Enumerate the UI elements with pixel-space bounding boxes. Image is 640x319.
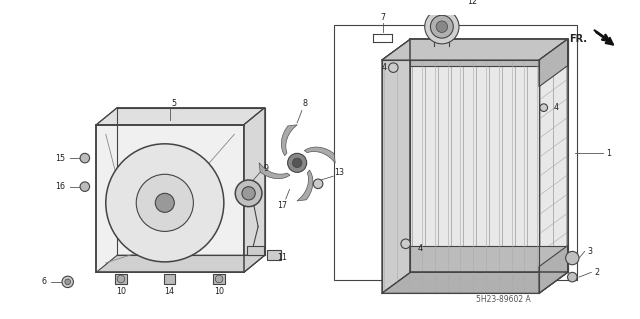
Polygon shape: [539, 39, 568, 87]
Circle shape: [540, 104, 548, 111]
Circle shape: [388, 63, 398, 72]
Text: 4: 4: [381, 63, 387, 72]
Circle shape: [62, 276, 74, 288]
Text: FR.: FR.: [570, 34, 588, 44]
Text: 15: 15: [55, 153, 65, 163]
Circle shape: [436, 21, 447, 33]
Bar: [334, 25, 577, 280]
Polygon shape: [96, 255, 265, 272]
Polygon shape: [282, 125, 297, 156]
Circle shape: [287, 153, 307, 172]
Polygon shape: [382, 39, 410, 293]
Text: 17: 17: [277, 201, 287, 210]
Text: 12: 12: [467, 0, 477, 6]
Polygon shape: [382, 272, 568, 293]
Circle shape: [314, 179, 323, 189]
Circle shape: [431, 15, 453, 38]
Polygon shape: [410, 246, 568, 272]
Text: 11: 11: [277, 253, 287, 262]
Circle shape: [292, 158, 302, 167]
Polygon shape: [297, 170, 313, 201]
Text: 14: 14: [164, 287, 175, 296]
Circle shape: [242, 187, 255, 200]
Circle shape: [425, 10, 459, 44]
Circle shape: [215, 275, 223, 283]
Text: 3: 3: [588, 247, 593, 256]
Polygon shape: [539, 246, 568, 293]
Circle shape: [80, 153, 90, 163]
Circle shape: [401, 239, 410, 249]
Text: 8: 8: [302, 99, 307, 108]
Polygon shape: [382, 39, 568, 60]
Circle shape: [236, 180, 262, 207]
Circle shape: [156, 193, 174, 212]
Polygon shape: [539, 39, 568, 293]
Polygon shape: [96, 125, 244, 272]
Text: 10: 10: [214, 287, 224, 296]
Text: 16: 16: [55, 182, 65, 191]
Polygon shape: [410, 39, 568, 66]
Polygon shape: [96, 108, 265, 125]
Polygon shape: [244, 108, 265, 272]
Circle shape: [65, 279, 70, 285]
Circle shape: [117, 275, 125, 283]
Circle shape: [106, 144, 224, 262]
Polygon shape: [382, 39, 568, 60]
Text: 13: 13: [334, 168, 344, 177]
Bar: [246, 246, 264, 255]
Bar: [164, 274, 175, 284]
Circle shape: [80, 182, 90, 191]
Text: 2: 2: [595, 268, 600, 277]
Text: 4: 4: [417, 244, 422, 253]
Bar: [213, 274, 225, 284]
Circle shape: [568, 272, 577, 282]
Circle shape: [566, 251, 579, 265]
Text: 7: 7: [380, 13, 385, 22]
Text: 5H23-89602 A: 5H23-89602 A: [476, 294, 531, 303]
Text: 9: 9: [263, 164, 268, 173]
Polygon shape: [382, 272, 568, 293]
Text: 4: 4: [554, 103, 559, 112]
Text: 6: 6: [42, 277, 46, 286]
Polygon shape: [259, 163, 290, 179]
Text: 1: 1: [606, 149, 611, 158]
Polygon shape: [410, 39, 568, 272]
Bar: [267, 250, 281, 260]
Bar: [115, 274, 127, 284]
Text: 10: 10: [116, 287, 126, 296]
Circle shape: [136, 174, 193, 231]
Polygon shape: [304, 147, 335, 163]
Text: 5: 5: [172, 99, 177, 108]
